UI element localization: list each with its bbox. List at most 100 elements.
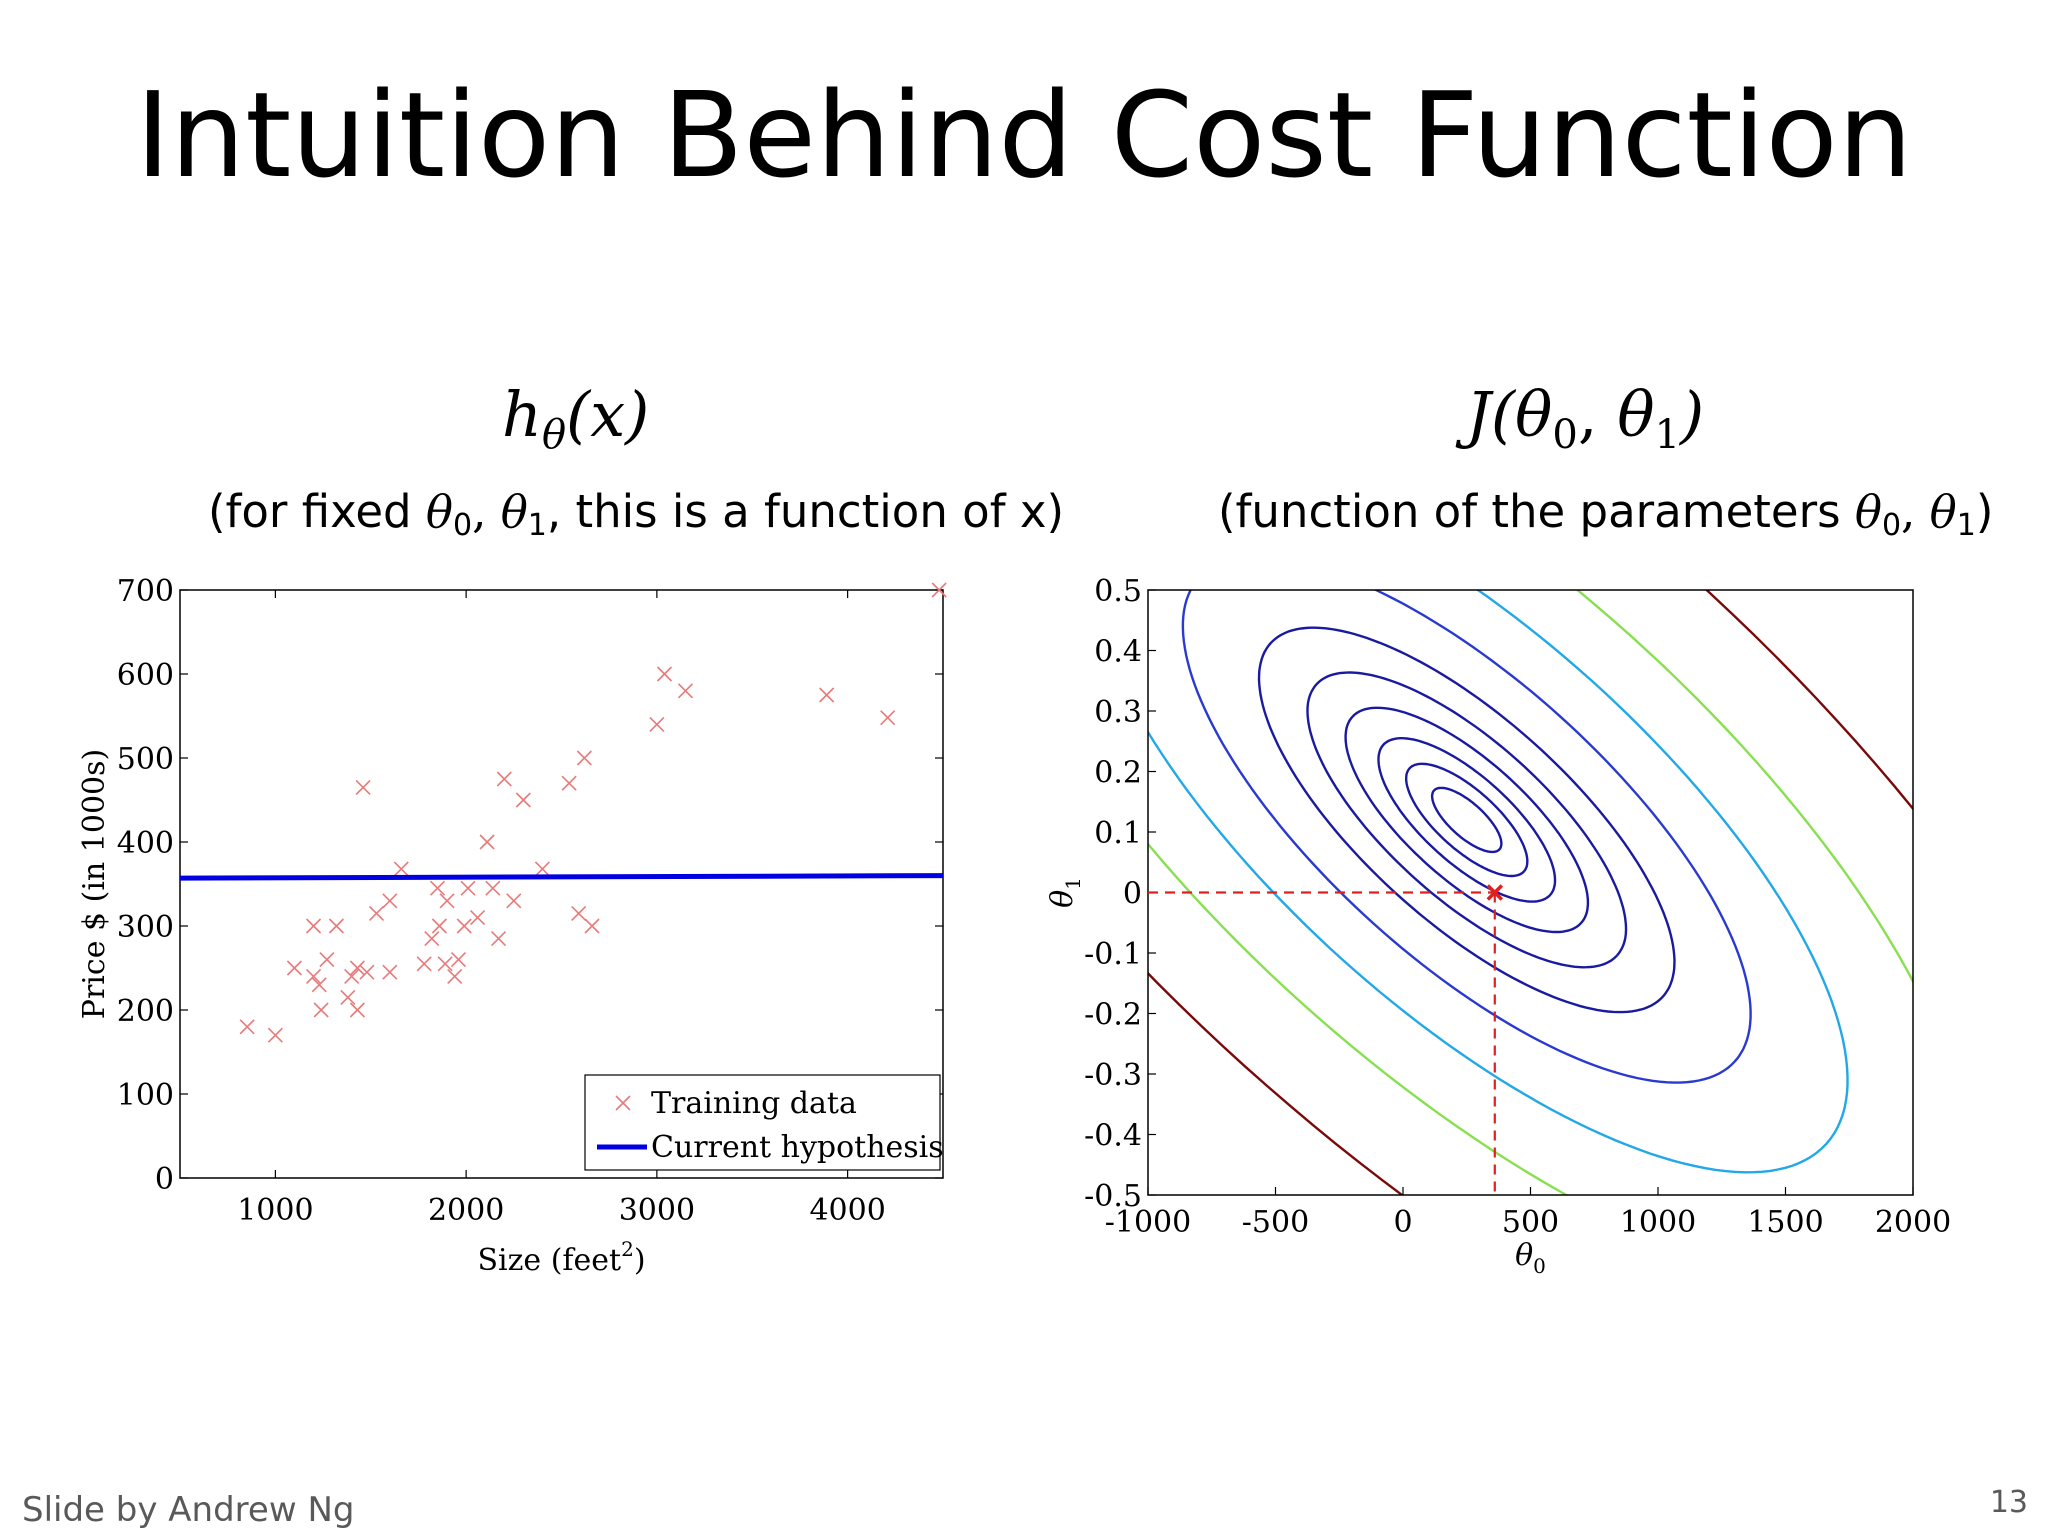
contour-level-line <box>1257 626 1676 1014</box>
caption-left-post: , this is a function of x) <box>546 485 1065 538</box>
contour-level-line <box>1148 590 1849 1174</box>
scatter-ylabel: Price $ (in 1000s) <box>77 749 112 1019</box>
contour-ytick-label: 0.3 <box>1094 695 1142 730</box>
scatter-ytick-label: 0 <box>155 1162 174 1197</box>
contour-ytick-label: -0.2 <box>1084 998 1142 1033</box>
training-data-point <box>470 910 486 926</box>
training-data-point <box>479 834 495 850</box>
training-data-point <box>931 582 947 598</box>
training-data-point <box>313 1002 329 1018</box>
training-data-point <box>576 750 592 766</box>
training-data-point <box>416 956 432 972</box>
cost-theta0: θ <box>1515 378 1553 451</box>
training-data-point <box>319 952 335 968</box>
training-data-point <box>677 683 694 699</box>
training-data-point <box>515 792 531 808</box>
training-data-point <box>267 1027 283 1043</box>
contour-xtick-label: 2000 <box>1875 1205 1951 1240</box>
training-data-point <box>584 918 600 934</box>
training-data-point <box>305 918 322 934</box>
training-data-point <box>437 956 453 972</box>
training-data-point <box>534 861 550 877</box>
training-data-point <box>359 964 375 980</box>
training-data-point <box>561 775 577 791</box>
caption-right-pre: (function of the parameters <box>1218 485 1855 538</box>
training-data-point <box>506 893 522 909</box>
contour-xtick-label: 1500 <box>1747 1205 1823 1240</box>
contour-ytick-label: -0.3 <box>1084 1058 1142 1093</box>
contour-level-line <box>1148 590 1913 1195</box>
contour-xtick-label: 1000 <box>1620 1205 1696 1240</box>
contour-xtick-label: -1000 <box>1105 1205 1191 1240</box>
cost-post: ) <box>1680 378 1705 451</box>
scatter-ytick-label: 200 <box>117 994 174 1029</box>
training-data-point <box>344 968 360 984</box>
scatter-ytick-label: 500 <box>117 742 174 777</box>
training-data-point <box>656 666 673 682</box>
scatter-xlabel: Size (feet2) <box>477 1237 645 1278</box>
scatter-legend: Training data Current hypothesis <box>584 1074 944 1171</box>
current-parameters-marker <box>1486 884 1504 901</box>
contour-level-line <box>1306 671 1628 969</box>
training-data-point <box>355 779 371 795</box>
contour-xtick-label: 0 <box>1393 1205 1412 1240</box>
contour-level-line <box>1148 590 1913 1195</box>
contour-ytick-label: 0 <box>1123 877 1142 912</box>
training-data-point <box>571 905 587 921</box>
legend-box <box>584 1074 941 1171</box>
training-data-point <box>349 1002 365 1018</box>
scatter-ytick-label: 100 <box>117 1078 174 1113</box>
caption-right-theta1: θ <box>1929 485 1957 538</box>
cost-pre: J( <box>1466 378 1516 451</box>
contour-ylabel: θ1 <box>1045 877 1085 908</box>
caption-right-sub1: 1 <box>1956 508 1976 543</box>
caption-left-sub1: 1 <box>527 508 547 543</box>
contour-ytick-label: 0.4 <box>1094 635 1142 670</box>
training-data-point <box>880 710 896 726</box>
training-data-point <box>340 989 356 1005</box>
scatter-ytick-label: 400 <box>117 826 174 861</box>
current-hypothesis-line <box>179 873 944 881</box>
training-data-point <box>431 918 447 934</box>
caption-left-theta1: θ <box>500 485 528 538</box>
training-data-point <box>393 861 409 877</box>
legend-training-label: Training data <box>651 1086 857 1121</box>
training-data-series <box>239 582 947 1043</box>
contour-ytick-label: 0.1 <box>1094 816 1142 851</box>
caption-left-pre: (for fixed <box>208 485 426 538</box>
training-data-point <box>819 687 835 703</box>
training-data-point <box>305 968 322 984</box>
caption-right-post: ) <box>1975 485 1994 538</box>
training-data-point <box>311 977 327 993</box>
training-data-point <box>485 880 501 896</box>
cost-caption: (function of the parameters θ0, θ1) <box>1218 482 1993 556</box>
scatter-ytick-label: 300 <box>117 910 174 945</box>
cost-sub1: 1 <box>1654 412 1681 458</box>
scatter-axes-box <box>179 589 944 1179</box>
contour-ytick-label: -0.5 <box>1084 1179 1142 1214</box>
heading-rest: (x) <box>566 378 650 451</box>
contour-level-line <box>1377 737 1557 903</box>
training-data-point <box>286 960 303 976</box>
legend-training-marker <box>615 1095 631 1111</box>
legend-hypothesis-label: Current hypothesis <box>651 1130 944 1165</box>
training-data-point <box>382 893 398 909</box>
scatter-xtick-label: 2000 <box>428 1193 504 1228</box>
hypothesis-caption: (for fixed θ0, θ1, this is a function of… <box>208 482 1064 556</box>
heading-h: h <box>502 378 542 451</box>
scatter-xtick-label: 4000 <box>809 1193 885 1228</box>
training-data-point <box>328 918 344 934</box>
contour-level-line <box>1430 786 1503 854</box>
contour-ytick-label: -0.1 <box>1084 937 1142 972</box>
page-number: 13 <box>1989 1485 2028 1520</box>
heading-theta-sub: θ <box>541 412 567 458</box>
training-data-point <box>490 931 507 947</box>
training-data-point <box>447 968 463 984</box>
scatter-xtick-label: 3000 <box>619 1193 695 1228</box>
training-data-point <box>429 880 446 896</box>
cost-comma: , <box>1577 378 1618 451</box>
caption-left-sub0: 0 <box>452 508 473 543</box>
slide-title: Intuition Behind Cost Function <box>135 66 1913 204</box>
training-data-point <box>450 952 467 968</box>
slide-credit: Slide by Andrew Ng <box>22 1490 355 1530</box>
